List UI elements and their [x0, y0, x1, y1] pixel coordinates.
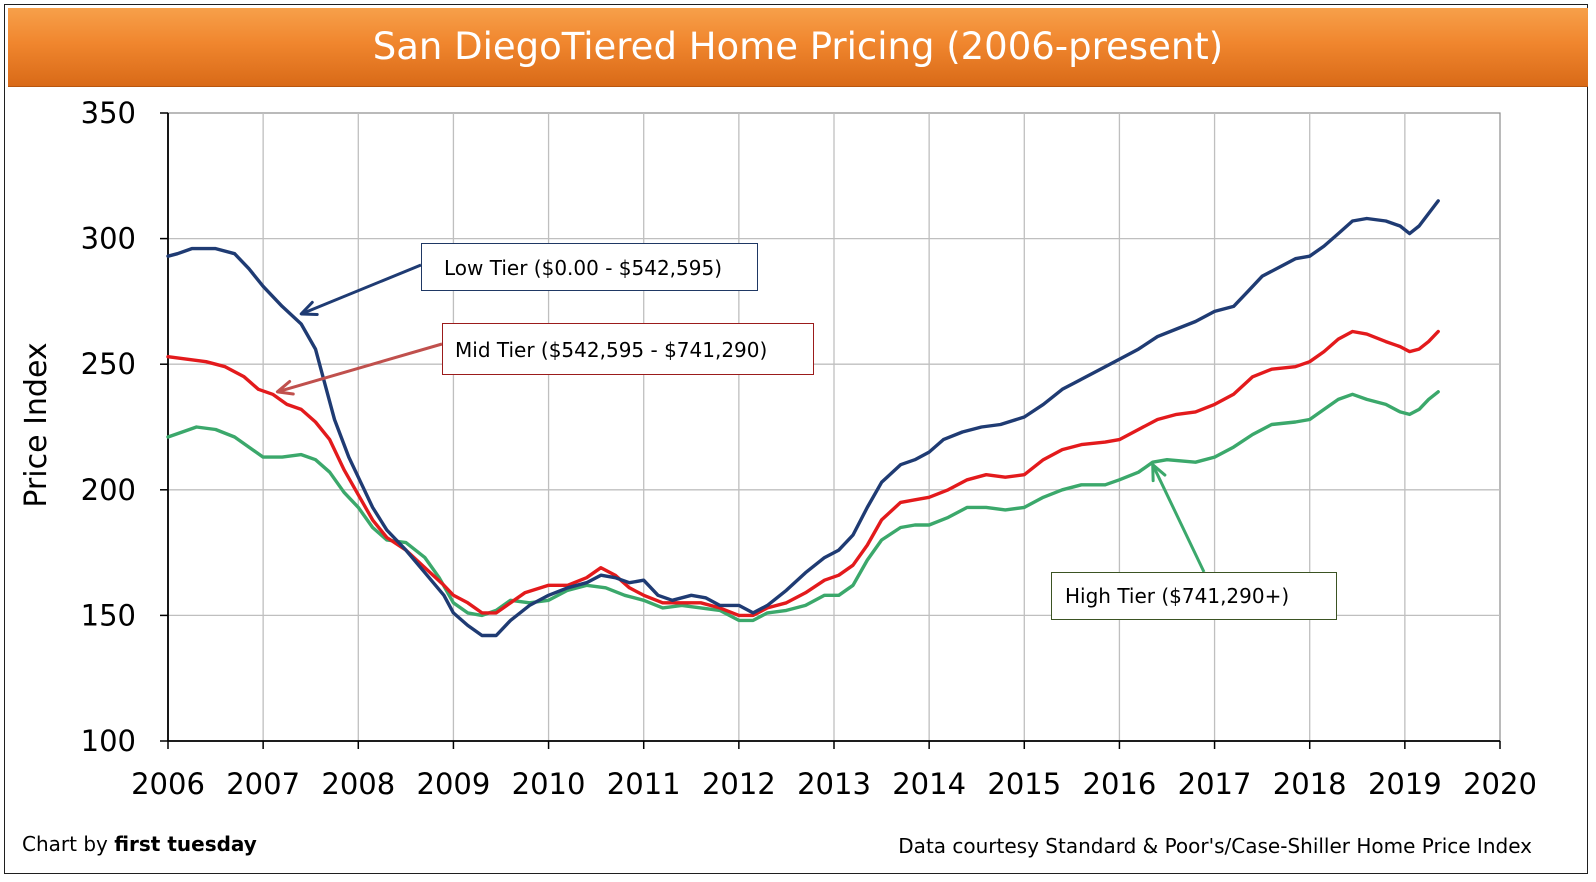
high-tier-line [166, 390, 1440, 623]
x-tick-label: 2015 [987, 767, 1061, 801]
x-tick-label: 2006 [131, 767, 205, 801]
x-tick-label: 2009 [417, 767, 491, 801]
axis-layer: 2006 2007 2008 2009 2010 2011 2012 2013 2014 2015… [81, 96, 1537, 801]
chart-credit: Chart by first tuesday [22, 832, 257, 856]
mid-tier-callout: Mid Tier ($542,595 - $741,290) [442, 323, 814, 375]
series-layer [166, 199, 1440, 638]
y-tick-label: 200 [81, 473, 136, 507]
x-tick-label: 2020 [1463, 767, 1537, 801]
x-tick-label: 2010 [512, 767, 586, 801]
high-tier-arrow-shaft [1151, 464, 1206, 573]
data-source: Data courtesy Standard & Poor's/Case-Shi… [898, 834, 1532, 858]
title-bar: San DiegoTiered Home Pricing (2006-prese… [8, 8, 1588, 87]
high-tier-arrow [1151, 463, 1206, 573]
x-tick-label: 2016 [1083, 767, 1157, 801]
mid-tier-line [166, 329, 1440, 618]
x-tick-label: 2018 [1273, 767, 1347, 801]
credit-name: first tuesday [114, 832, 257, 856]
high-tier-callout: High Tier ($741,290+) [1051, 572, 1337, 620]
mid-tier-arrow [275, 342, 443, 396]
low-tier-arrow [299, 263, 422, 316]
x-tick-label: 2012 [702, 767, 776, 801]
x-tick-label: 2007 [226, 767, 300, 801]
x-tick-label: 2008 [321, 767, 395, 801]
y-axis-label: Price Index [19, 342, 54, 507]
x-tick-label: 2013 [797, 767, 871, 801]
low-tier-arrow-head [299, 300, 319, 316]
y-tick-label: 100 [81, 724, 136, 758]
low-tier-line [166, 199, 1440, 638]
x-tick-label: 2014 [892, 767, 966, 801]
x-tick-label: 2011 [607, 767, 681, 801]
mid-tier-arrow-head [275, 379, 295, 396]
arrow-layer [275, 263, 1206, 573]
x-tick-label: 2019 [1368, 767, 1442, 801]
credit-prefix: Chart by [22, 832, 115, 856]
y-tick-label: 250 [81, 347, 136, 381]
y-tick-label: 150 [81, 598, 136, 632]
x-tick-label: 2017 [1178, 767, 1252, 801]
low-tier-arrow-shaft [300, 263, 422, 316]
mid-tier-arrow-shaft [276, 342, 443, 394]
y-tick-label: 300 [81, 222, 136, 256]
chart-frame [4, 4, 1588, 874]
y-tick-label: 350 [81, 96, 136, 130]
low-tier-callout: Low Tier ($0.00 - $542,595) [421, 243, 758, 291]
chart-title: San DiegoTiered Home Pricing (2006-prese… [372, 25, 1224, 68]
high-tier-arrow-head [1151, 463, 1167, 483]
grid-layer [167, 112, 1501, 742]
